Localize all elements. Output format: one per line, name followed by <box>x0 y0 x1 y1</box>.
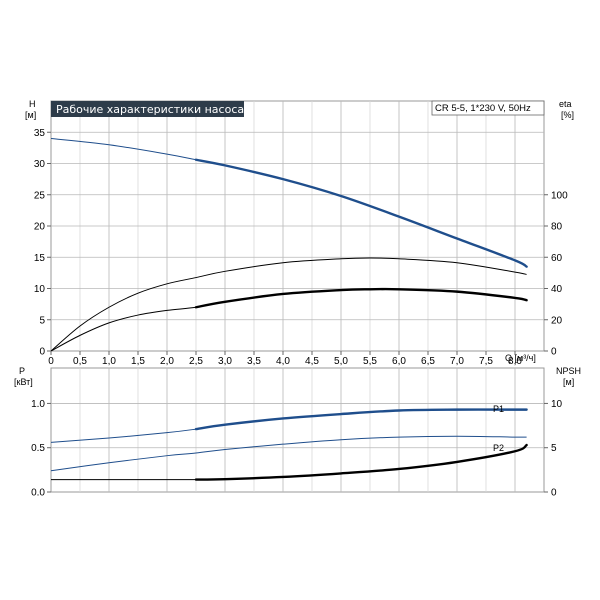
x-tick-label: 3,5 <box>247 356 261 367</box>
upper-series-1-line <box>50 257 527 352</box>
model-label: CR 5-5, 1*230 V, 50Hz <box>435 103 531 114</box>
x-tick-label: 3,0 <box>218 356 232 367</box>
y-right-tick-label: 0 <box>551 347 557 358</box>
y-left-unit-h: [м] <box>25 110 36 120</box>
x-tick-label: 1,5 <box>131 356 145 367</box>
y-right-label-eta: eta <box>559 99 572 109</box>
upper-chart: 0 0,5 1,0 1,5 2,0 2,5 3,0 3,5 4,0 4,5 5,0 5,5 6,0 6,5… <box>25 99 574 367</box>
y-left-tick-label: 0.5 <box>31 443 45 454</box>
lower-series <box>50 408 528 481</box>
x-tick-label: 8,0 <box>508 356 522 367</box>
y-left-unit-p: [кВт] <box>14 377 33 387</box>
lower-y-right-ticks: 0 5 10 <box>544 399 563 499</box>
y-left-tick-label: 5 <box>39 315 45 326</box>
x-tick-label: 1,0 <box>102 356 116 367</box>
lower-chart-frame <box>50 367 545 493</box>
upper-x-ticks: 0 0,5 1,0 1,5 2,0 2,5 3,0 3,5 4,0 4,5 5,0 5,5 6,0 6,5… <box>48 351 522 367</box>
chart-title-box <box>51 101 244 117</box>
x-tick-label: 2,0 <box>160 356 174 367</box>
y-left-tick-label: 35 <box>34 128 46 139</box>
x-tick-label: 5,5 <box>363 356 377 367</box>
y-right-tick-label: 100 <box>551 190 568 201</box>
model-label-box <box>431 100 545 116</box>
y-right-tick-label: 60 <box>551 253 563 264</box>
lower-series-0-line <box>50 409 527 443</box>
x-tick-label: 6,5 <box>421 356 435 367</box>
lower-grid <box>51 368 544 492</box>
y-right-label-npsh: NPSH <box>556 366 581 376</box>
lower-y-left-ticks: 0.0 0.5 1.0 <box>31 399 51 499</box>
y-right-tick-label: 0 <box>551 488 557 499</box>
y-left-tick-label: 25 <box>34 190 46 201</box>
upper-series-0-duty-range <box>194 158 528 268</box>
chart-title: Рабочие характеристики насоса <box>56 103 244 116</box>
y-right-tick-label: 40 <box>551 284 563 295</box>
x-tick-label: 2,5 <box>189 356 203 367</box>
y-left-tick-label: 10 <box>34 284 46 295</box>
x-tick-label: 5,0 <box>334 356 348 367</box>
x-tick-label: 7,0 <box>450 356 464 367</box>
lower-series-2-duty-range <box>194 443 528 481</box>
y-right-unit-eta: [%] <box>561 110 574 120</box>
y-left-tick-label: 0.0 <box>31 488 45 499</box>
y-right-unit-npsh: [м] <box>563 377 574 387</box>
y-left-label-p: P <box>19 366 25 376</box>
lower-series-0-duty-range <box>194 408 528 431</box>
y-left-tick-label: 1.0 <box>31 399 45 410</box>
x-tick-label: 0 <box>48 356 54 367</box>
upper-series <box>50 138 528 352</box>
upper-series-2-duty-range <box>194 287 528 309</box>
x-axis-label: Q [м³/ч] <box>505 353 536 363</box>
upper-grid <box>51 101 544 351</box>
series-label-p2: P2 <box>493 443 504 453</box>
series-label-p1: P1 <box>493 404 504 414</box>
x-tick-label: 0,5 <box>73 356 87 367</box>
y-right-tick-label: 80 <box>551 222 563 233</box>
y-left-tick-label: 15 <box>34 253 46 264</box>
y-right-tick-label: 10 <box>551 399 563 410</box>
upper-y-right-ticks: 0 20 40 60 80 100 <box>544 190 568 358</box>
y-right-tick-label: 20 <box>551 315 563 326</box>
x-tick-label: 4,0 <box>276 356 290 367</box>
x-tick-label: 7,5 <box>479 356 493 367</box>
y-left-tick-label: 0 <box>39 347 45 358</box>
x-tick-label: 4,5 <box>305 356 319 367</box>
y-left-tick-label: 20 <box>34 222 46 233</box>
upper-y-left-ticks: 0 5 10 15 20 25 30 35 <box>34 128 51 358</box>
y-left-label-h: H <box>29 99 36 109</box>
x-tick-label: 6,0 <box>392 356 406 367</box>
y-left-tick-label: 30 <box>34 159 46 170</box>
lower-series-1-line <box>50 435 527 472</box>
y-right-tick-label: 5 <box>551 443 557 454</box>
lower-chart: 0.0 0.5 1.0 0 5 10 P [кВт] NPSH [м] P1 P2 <box>14 366 581 499</box>
upper-series-0-line <box>50 138 527 268</box>
